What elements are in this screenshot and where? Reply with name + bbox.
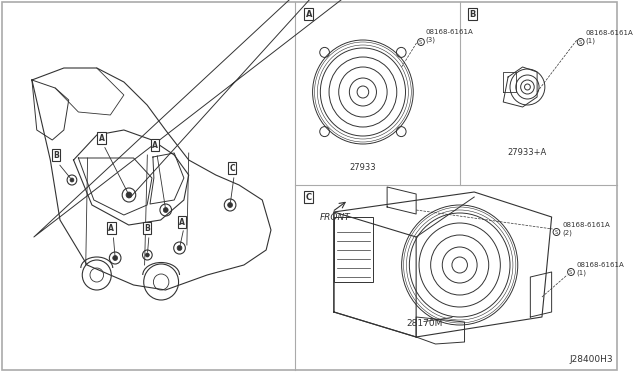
Text: 27933+A: 27933+A bbox=[508, 148, 547, 157]
Text: 08168-6161A
(2): 08168-6161A (2) bbox=[563, 222, 610, 236]
Text: B: B bbox=[469, 10, 476, 19]
Circle shape bbox=[113, 256, 118, 260]
Text: S: S bbox=[569, 269, 572, 275]
Text: S: S bbox=[554, 230, 557, 234]
Circle shape bbox=[228, 202, 232, 208]
Circle shape bbox=[163, 208, 168, 212]
Text: B: B bbox=[144, 224, 150, 232]
Text: J28400H3: J28400H3 bbox=[570, 355, 614, 364]
Text: S: S bbox=[419, 39, 422, 45]
Bar bbox=[334, 217, 372, 282]
Circle shape bbox=[145, 253, 149, 257]
Circle shape bbox=[70, 178, 74, 182]
Text: A: A bbox=[99, 134, 104, 142]
Text: 08168-6161A
(1): 08168-6161A (1) bbox=[586, 30, 633, 44]
Text: 08168-6161A
(1): 08168-6161A (1) bbox=[577, 262, 625, 276]
Circle shape bbox=[177, 246, 182, 250]
Text: B: B bbox=[53, 151, 59, 160]
Text: C: C bbox=[306, 192, 312, 202]
Text: S: S bbox=[579, 39, 582, 45]
Text: A: A bbox=[179, 218, 185, 227]
FancyBboxPatch shape bbox=[2, 2, 618, 370]
Text: 28170M: 28170M bbox=[406, 320, 443, 328]
Circle shape bbox=[126, 192, 132, 198]
Text: A: A bbox=[305, 10, 312, 19]
Text: C: C bbox=[230, 164, 235, 173]
Text: 27933: 27933 bbox=[349, 163, 376, 171]
Text: 08168-6161A
(3): 08168-6161A (3) bbox=[426, 29, 474, 43]
Text: A: A bbox=[152, 141, 158, 150]
Text: A: A bbox=[108, 224, 114, 232]
Text: FRONT: FRONT bbox=[319, 212, 350, 221]
